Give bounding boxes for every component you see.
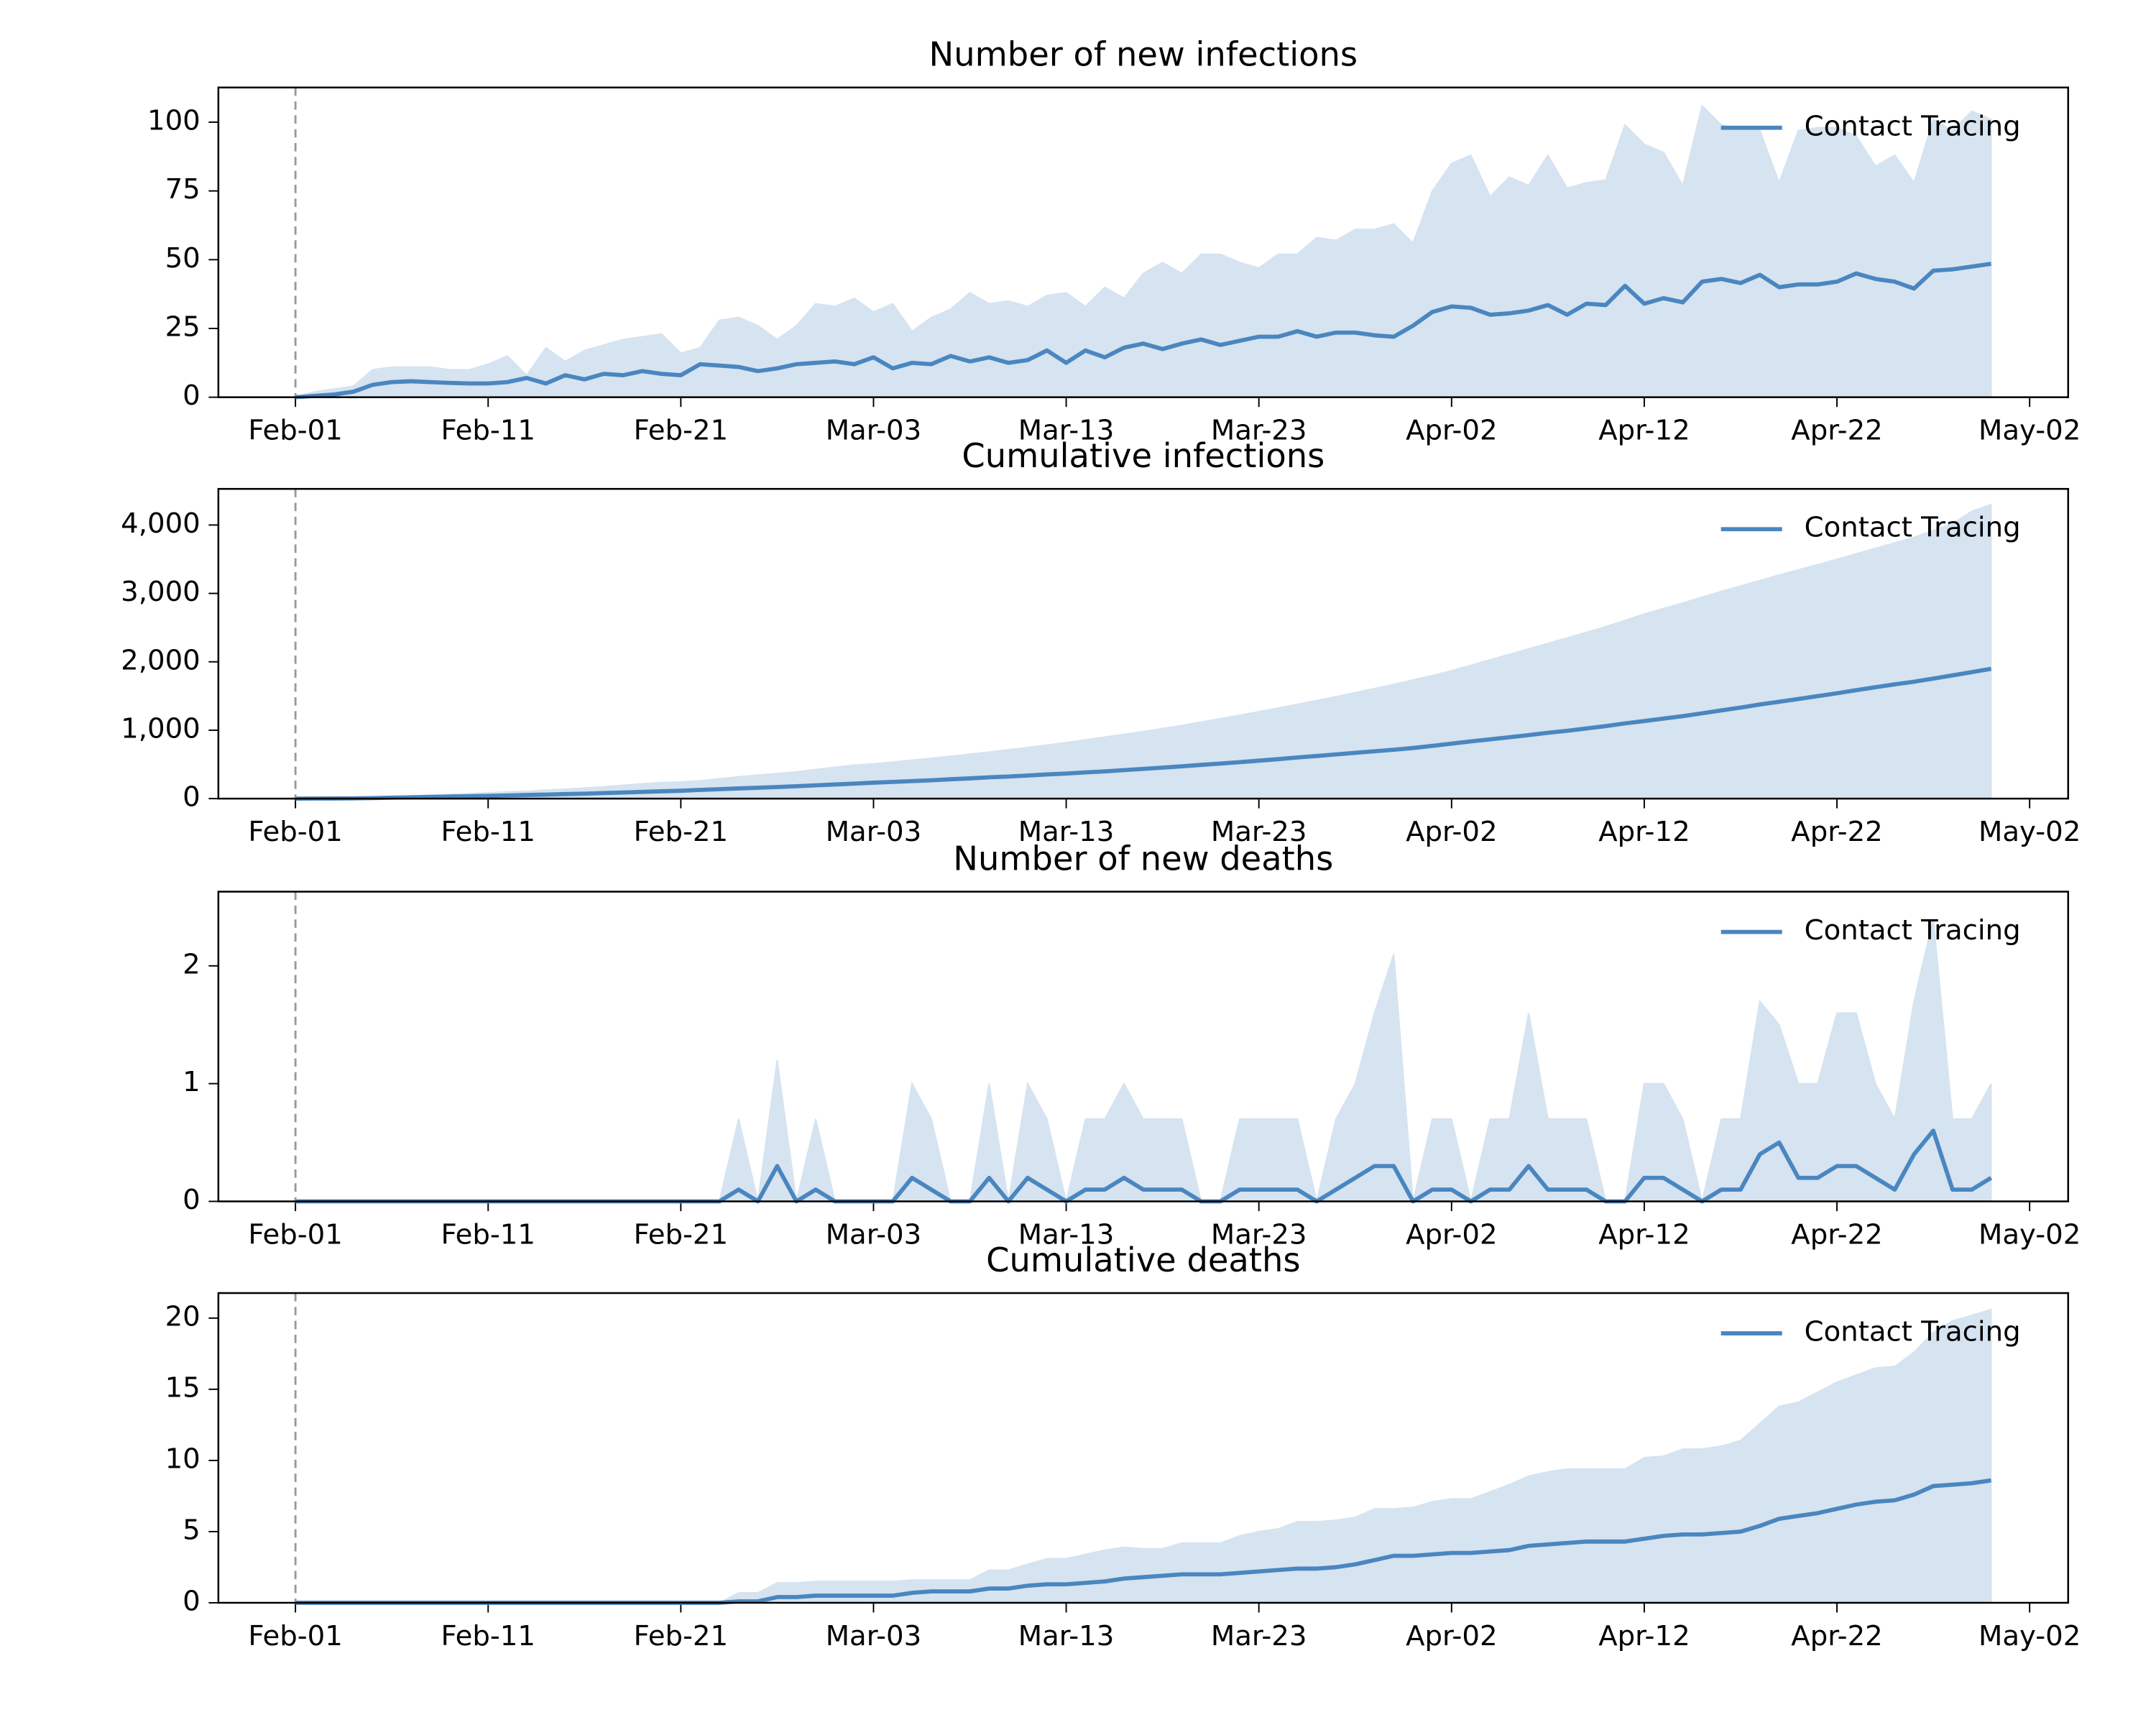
chart-title: Cumulative infections — [962, 436, 1325, 475]
x-tick-label: Mar-23 — [1211, 1218, 1307, 1251]
x-tick-label: Feb-01 — [248, 1218, 342, 1251]
legend-label: Contact Tracing — [1805, 1316, 2021, 1348]
y-tick-label: 100 — [147, 104, 201, 137]
x-tick-label: Mar-23 — [1211, 1620, 1307, 1652]
x-tick-label: Apr-12 — [1598, 1218, 1690, 1251]
x-tick-label: Feb-21 — [634, 414, 728, 446]
x-tick-label: May-02 — [1978, 816, 2081, 848]
y-tick-label: 0 — [183, 781, 201, 814]
band-area — [295, 503, 1992, 800]
y-tick-label: 2 — [183, 948, 201, 980]
x-tick-label: May-02 — [1978, 1218, 2081, 1251]
y-tick-label: 0 — [183, 1184, 201, 1216]
x-tick-label: Apr-12 — [1598, 816, 1690, 848]
y-tick-label: 1 — [183, 1066, 201, 1098]
x-tick-label: Apr-12 — [1598, 1620, 1690, 1652]
plot-frame — [217, 86, 2070, 398]
chart-title: Number of new deaths — [953, 840, 1333, 878]
x-tick-label: May-02 — [1978, 414, 2081, 446]
x-tick-label: Apr-02 — [1406, 816, 1497, 848]
y-tick-label: 4,000 — [121, 507, 201, 540]
x-tick-label: Apr-22 — [1791, 1218, 1882, 1251]
x-tick-label: Mar-13 — [1018, 1218, 1115, 1251]
y-tick-label: 10 — [165, 1443, 201, 1475]
x-tick-label: Mar-23 — [1211, 816, 1307, 848]
x-tick-label: Feb-11 — [441, 414, 535, 446]
legend-label: Contact Tracing — [1805, 110, 2021, 142]
legend-label: Contact Tracing — [1805, 512, 2021, 544]
x-tick-label: Feb-01 — [248, 816, 342, 848]
plot-frame — [217, 487, 2070, 800]
x-tick-label: Apr-12 — [1598, 414, 1690, 446]
x-tick-label: Apr-22 — [1791, 816, 1882, 848]
x-tick-label: Apr-22 — [1791, 1620, 1882, 1652]
series-line — [295, 262, 1991, 400]
legend-label: Contact Tracing — [1805, 914, 2021, 947]
x-tick-label: Mar-03 — [826, 414, 922, 446]
y-tick-label: 3,000 — [121, 576, 201, 608]
x-tick-label: Feb-01 — [248, 414, 342, 446]
x-tick-label: Feb-21 — [634, 1620, 728, 1652]
x-tick-label: Feb-01 — [248, 1620, 342, 1652]
x-tick-label: Mar-03 — [826, 1218, 922, 1251]
x-tick-label: May-02 — [1978, 1620, 2081, 1652]
y-tick-label: 2,000 — [121, 644, 201, 676]
x-tick-label: Apr-22 — [1791, 414, 1882, 446]
y-tick-label: 0 — [183, 1585, 201, 1617]
x-tick-label: Feb-11 — [441, 1218, 535, 1251]
plot-frame — [217, 891, 2070, 1202]
y-tick-label: 15 — [165, 1371, 201, 1404]
chart-title: Cumulative deaths — [986, 1241, 1300, 1279]
x-tick-label: Mar-03 — [826, 816, 922, 848]
plot-frame — [217, 1292, 2070, 1604]
y-tick-label: 50 — [165, 242, 201, 275]
x-tick-label: Mar-03 — [826, 1620, 922, 1652]
x-tick-label: Apr-02 — [1406, 414, 1497, 446]
x-tick-label: Mar-23 — [1211, 414, 1307, 446]
x-tick-label: Feb-11 — [441, 1620, 535, 1652]
x-tick-label: Feb-11 — [441, 816, 535, 848]
x-tick-label: Apr-02 — [1406, 1218, 1497, 1251]
x-tick-label: Mar-13 — [1018, 816, 1115, 848]
series-line — [295, 666, 1992, 801]
chart-title: Number of new infections — [929, 35, 1358, 74]
band-area — [295, 104, 1992, 398]
y-tick-label: 20 — [165, 1300, 201, 1333]
y-tick-label: 0 — [183, 380, 201, 412]
x-tick-label: Apr-02 — [1406, 1620, 1497, 1652]
y-tick-label: 75 — [165, 173, 201, 206]
y-tick-label: 1,000 — [121, 712, 201, 745]
y-tick-label: 5 — [183, 1514, 201, 1546]
x-tick-label: Feb-21 — [634, 1218, 728, 1251]
x-tick-label: Mar-13 — [1018, 1620, 1115, 1652]
y-tick-label: 25 — [165, 310, 201, 343]
x-tick-label: Feb-21 — [634, 816, 728, 848]
x-tick-label: Mar-13 — [1018, 414, 1115, 446]
